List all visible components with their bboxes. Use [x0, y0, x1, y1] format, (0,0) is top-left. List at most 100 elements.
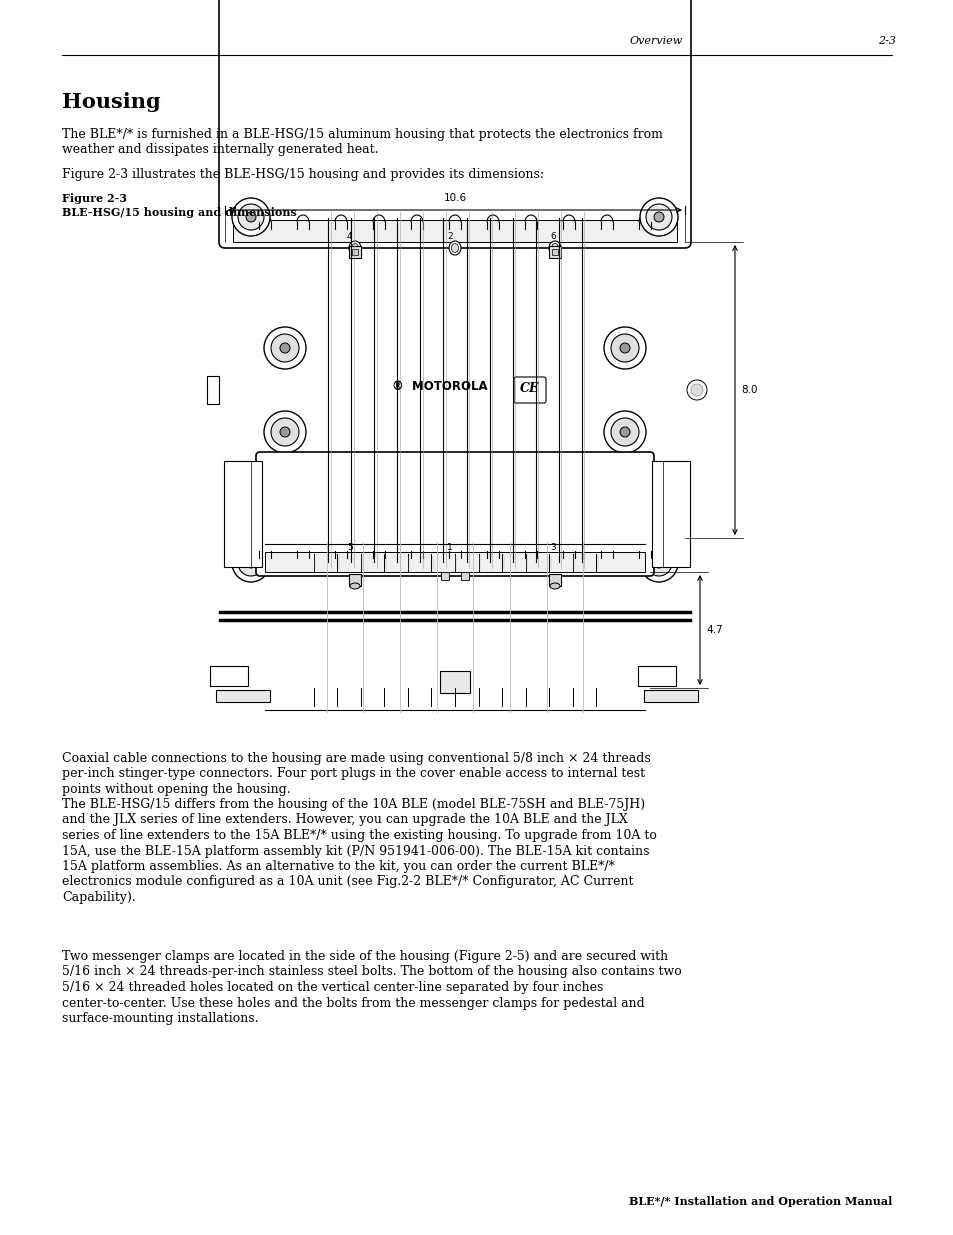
Text: 5/16 inch × 24 threads-per-inch stainless steel bolts. The bottom of the housing: 5/16 inch × 24 threads-per-inch stainles…	[62, 966, 681, 978]
Ellipse shape	[548, 241, 560, 254]
Bar	[210, 666, 248, 685]
Text: 1: 1	[447, 543, 453, 552]
Circle shape	[629, 510, 639, 520]
Text: 3: 3	[550, 543, 556, 552]
Text: Overview: Overview	[629, 36, 682, 46]
Bar	[651, 461, 689, 567]
Text: 6: 6	[550, 232, 556, 241]
Text: 2: 2	[447, 232, 452, 241]
Bar	[349, 246, 360, 258]
Text: 2-3: 2-3	[877, 36, 895, 46]
Text: 10.6: 10.6	[443, 193, 466, 203]
Text: BLE*/* Installation and Operation Manual: BLE*/* Installation and Operation Manual	[628, 1195, 891, 1207]
Text: The BLE-HSG/15 differs from the housing of the 10A BLE (model BLE-75SH and BLE-7: The BLE-HSG/15 differs from the housing …	[62, 798, 644, 811]
Circle shape	[280, 427, 290, 437]
Circle shape	[654, 558, 663, 568]
Text: Housing: Housing	[62, 91, 160, 112]
Bar	[622, 506, 646, 524]
Circle shape	[610, 417, 639, 446]
Bar	[460, 572, 469, 580]
Bar	[207, 375, 219, 404]
Text: per-inch stinger-type connectors. Four port plugs in the cover enable access to : per-inch stinger-type connectors. Four p…	[62, 767, 644, 781]
Text: Capability).: Capability).	[62, 890, 135, 904]
Bar	[352, 249, 357, 254]
Circle shape	[603, 411, 645, 453]
Circle shape	[645, 550, 671, 576]
Ellipse shape	[351, 527, 358, 536]
Ellipse shape	[349, 525, 360, 538]
Bar	[643, 690, 698, 701]
Ellipse shape	[451, 527, 458, 536]
Bar	[548, 246, 560, 258]
Bar	[548, 574, 560, 585]
Text: 4: 4	[347, 232, 353, 241]
Circle shape	[610, 333, 639, 362]
Ellipse shape	[551, 527, 558, 536]
Bar	[440, 572, 449, 580]
Ellipse shape	[351, 243, 358, 252]
Text: points without opening the housing.: points without opening the housing.	[62, 783, 291, 797]
Bar	[265, 552, 644, 572]
Circle shape	[271, 333, 298, 362]
Bar	[233, 220, 677, 242]
Text: Figure 2-3: Figure 2-3	[62, 193, 127, 204]
Text: Two messenger clamps are located in the side of the housing (Figure 2-5) and are: Two messenger clamps are located in the …	[62, 950, 667, 963]
Ellipse shape	[449, 241, 460, 254]
Ellipse shape	[349, 241, 360, 254]
Circle shape	[237, 550, 264, 576]
Bar	[263, 506, 287, 524]
Circle shape	[645, 204, 671, 230]
FancyBboxPatch shape	[219, 0, 690, 248]
FancyBboxPatch shape	[255, 452, 654, 576]
Text: and the JLX series of line extenders. However, you can upgrade the 10A BLE and t: and the JLX series of line extenders. Ho…	[62, 814, 627, 826]
Ellipse shape	[449, 525, 460, 538]
Ellipse shape	[451, 243, 458, 252]
Bar	[233, 538, 677, 559]
Circle shape	[619, 343, 629, 353]
Text: ®  MOTOROLA: ® MOTOROLA	[392, 379, 487, 393]
Text: center-to-center. Use these holes and the bolts from the messenger clamps for pe: center-to-center. Use these holes and th…	[62, 997, 644, 1009]
Text: series of line extenders to the 15A BLE*/* using the existing housing. To upgrad: series of line extenders to the 15A BLE*…	[62, 829, 657, 842]
Text: 4.7: 4.7	[705, 625, 721, 635]
Bar	[439, 671, 470, 693]
Bar	[638, 666, 676, 685]
Text: Coaxial cable connections to the housing are made using conventional 5/8 inch × : Coaxial cable connections to the housing…	[62, 752, 650, 764]
Text: The BLE*/* is furnished in a BLE-HSG/15 aluminum housing that protects the elect: The BLE*/* is furnished in a BLE-HSG/15 …	[62, 128, 662, 141]
Circle shape	[690, 384, 702, 396]
Text: 5/16 × 24 threaded holes located on the vertical center-line separated by four i: 5/16 × 24 threaded holes located on the …	[62, 981, 602, 994]
Circle shape	[232, 543, 270, 582]
Bar	[552, 249, 558, 254]
Circle shape	[264, 411, 306, 453]
Circle shape	[246, 558, 255, 568]
Circle shape	[654, 212, 663, 222]
Bar	[224, 461, 262, 567]
Text: surface-mounting installations.: surface-mounting installations.	[62, 1011, 258, 1025]
Circle shape	[264, 327, 306, 369]
Text: CE: CE	[519, 383, 539, 395]
Circle shape	[232, 198, 270, 236]
Ellipse shape	[551, 243, 558, 252]
Circle shape	[603, 327, 645, 369]
Circle shape	[686, 380, 706, 400]
FancyBboxPatch shape	[514, 377, 545, 403]
Circle shape	[246, 212, 255, 222]
Bar	[349, 574, 360, 585]
Text: 5: 5	[347, 543, 353, 552]
Circle shape	[619, 427, 629, 437]
Text: 15A platform assemblies. As an alternative to the kit, you can order the current: 15A platform assemblies. As an alternati…	[62, 860, 615, 873]
Text: electronics module configured as a 10A unit (see Fig.2-2 BLE*/* Configurator, AC: electronics module configured as a 10A u…	[62, 876, 633, 888]
Bar	[215, 690, 270, 701]
Circle shape	[237, 204, 264, 230]
Text: Figure 2-3 illustrates the BLE-HSG/15 housing and provides its dimensions:: Figure 2-3 illustrates the BLE-HSG/15 ho…	[62, 168, 543, 182]
Ellipse shape	[548, 525, 560, 538]
Circle shape	[271, 417, 298, 446]
Circle shape	[639, 543, 678, 582]
Text: weather and dissipates internally generated heat.: weather and dissipates internally genera…	[62, 143, 378, 157]
Circle shape	[270, 510, 280, 520]
Text: 8.0: 8.0	[740, 385, 757, 395]
Circle shape	[639, 198, 678, 236]
Circle shape	[280, 343, 290, 353]
Text: 15A, use the BLE-15A platform assembly kit (P/N 951941-006-00). The BLE-15A kit : 15A, use the BLE-15A platform assembly k…	[62, 845, 649, 857]
Ellipse shape	[350, 583, 359, 589]
Text: BLE-HSG/15 housing and dimensions: BLE-HSG/15 housing and dimensions	[62, 207, 296, 219]
